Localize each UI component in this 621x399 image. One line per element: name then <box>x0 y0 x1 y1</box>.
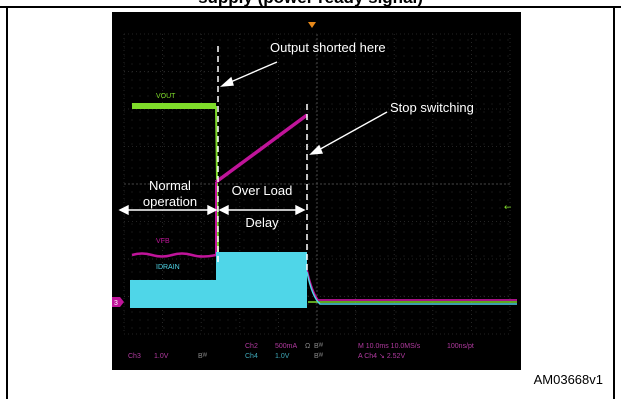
arrow-delay-right-head <box>295 204 306 216</box>
vfb-label: VFB <box>156 238 170 245</box>
arrow-stop-switching-head <box>309 144 324 155</box>
status-bw1: Bᵂ <box>198 353 208 360</box>
ground-marker-shape <box>112 297 124 307</box>
trigger-position-marker <box>308 22 316 28</box>
idrain-label: IDRAIN <box>156 264 180 271</box>
status-bw2: Bᵂ <box>314 343 324 350</box>
scope-plot: VOUT VFB IDRAIN 3 ← <box>112 22 517 360</box>
arrow-output-shorted <box>225 61 278 85</box>
arrow-normal-left-head <box>118 204 129 216</box>
status-ohm: Ω <box>305 343 310 350</box>
idrain-envelope-overload <box>216 252 307 308</box>
status-ch3: Ch3 <box>128 353 141 360</box>
frame-right-rule <box>613 6 615 399</box>
arrow-delay-left-head <box>218 204 229 216</box>
grid-lines <box>123 33 511 335</box>
frame-left-rule <box>6 6 8 399</box>
ground-marker-label: 3 <box>114 300 118 307</box>
status-ch2-scale: 500mA <box>275 343 298 350</box>
arrow-output-shorted-head <box>219 76 234 87</box>
status-ch4-scale: 1.0V <box>275 353 290 360</box>
figure-id: AM03668v1 <box>533 372 603 387</box>
vfb-trace-normal <box>131 252 217 258</box>
status-ch3-scale: 1.0V <box>154 353 169 360</box>
vout-label: VOUT <box>156 93 176 100</box>
status-trigger: A Ch4 ↘ 2.52V <box>358 353 405 360</box>
annotation-overload-line1: Over Load <box>232 183 293 198</box>
status-ch2: Ch2 <box>245 343 258 350</box>
arrow-normal-right-head <box>207 204 218 216</box>
annotation-labels: Output shorted here Stop switching Norma… <box>143 40 474 230</box>
annotation-overload-line2: Delay <box>245 215 279 230</box>
status-bw3: Bᵂ <box>314 353 324 360</box>
page-title-fragment: supply (power ready signal) <box>0 0 621 10</box>
annotation-stop-switching: Stop switching <box>390 100 474 115</box>
vout-trace-high <box>132 103 216 109</box>
status-readout: Ch3 1.0V Bᵂ Ch2 500mA Ω Bᵂ Ch4 1.0V Bᵂ M… <box>128 343 474 360</box>
status-timebase: M 10.0ms 10.0MS/s <box>358 343 421 350</box>
annotation-normal-line1: Normal <box>149 178 191 193</box>
status-ch4: Ch4 <box>245 353 258 360</box>
oscilloscope-screen: VOUT VFB IDRAIN 3 ← <box>112 12 521 370</box>
arrow-stop-switching <box>314 111 388 153</box>
idrain-trace-off <box>306 271 517 305</box>
vfb-trace-ramp <box>214 113 309 184</box>
annotation-normal-line2: operation <box>143 194 197 209</box>
trigger-level-arrow: ← <box>504 203 512 213</box>
frame-top-rule <box>0 6 621 8</box>
annotation-arrows <box>118 61 388 216</box>
status-pts: 100ns/pt <box>447 343 474 350</box>
ground-marker: 3 <box>112 297 124 307</box>
annotation-output-shorted: Output shorted here <box>270 40 386 55</box>
idrain-series: IDRAIN <box>130 252 517 308</box>
idrain-envelope-normal <box>130 280 216 308</box>
